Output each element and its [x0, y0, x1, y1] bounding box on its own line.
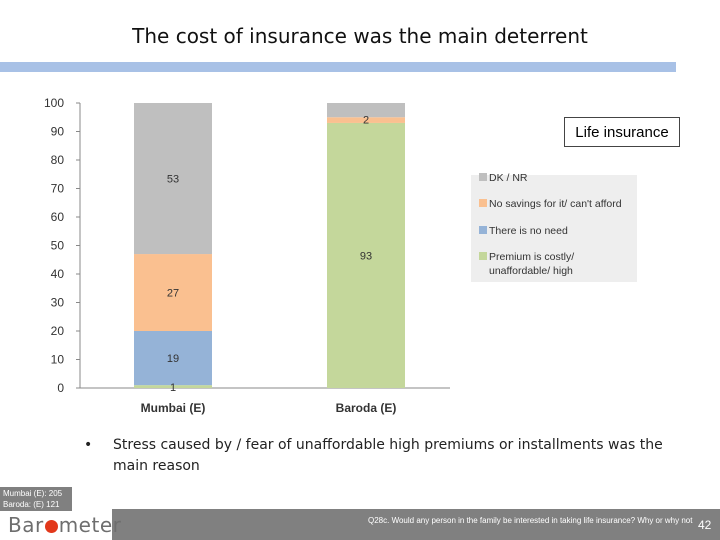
- y-tick-label: 10: [51, 353, 65, 367]
- survey-question: Q28c. Would any person in the family be …: [368, 516, 693, 525]
- chart-bars: [134, 103, 405, 388]
- bullet-text: Stress caused by / fear of unaffordable …: [113, 437, 663, 474]
- bar-data-label: 2: [363, 114, 369, 126]
- bar-data-label: 53: [167, 174, 179, 186]
- y-tick-label: 70: [51, 182, 65, 196]
- chart-data-labels: 1 19 27 53 93 2: [167, 114, 372, 394]
- y-tick-label: 40: [51, 267, 65, 281]
- sample-base-line: Mumbai (E): 205: [3, 489, 63, 498]
- legend-swatch: [479, 173, 487, 181]
- chart-axes: 0 10 20 30 40 50 60 70 80 90 100 Mumbai (E) Baroda (…: [44, 96, 450, 415]
- logo-dot-icon: [44, 520, 58, 533]
- bar-data-label: 93: [360, 250, 372, 262]
- legend-label: unaffordable/ high: [489, 265, 573, 277]
- bar-data-label: 1: [170, 382, 176, 394]
- y-tick-label: 60: [51, 210, 65, 224]
- legend-label: No savings for it/ can't afford: [489, 198, 622, 210]
- legend-swatch: [479, 252, 487, 260]
- chart-legend: DK / NR No savings for it/ can't afford Th…: [471, 172, 637, 282]
- legend-swatch: [479, 199, 487, 207]
- legend-label: There is no need: [489, 225, 568, 237]
- life-insurance-callout: Life insurance: [564, 117, 680, 147]
- y-tick-label: 50: [51, 239, 65, 253]
- barometer-logo: Bar meter: [8, 513, 121, 537]
- legend-label: DK / NR: [489, 172, 528, 184]
- legend-label: Premium is costly/: [489, 251, 574, 263]
- x-category-label: Mumbai (E): [141, 401, 206, 415]
- y-tick-label: 100: [44, 96, 64, 110]
- legend-swatch: [479, 226, 487, 234]
- bar-data-label: 19: [167, 353, 179, 365]
- logo-text-end: meter: [58, 513, 122, 537]
- title-underline-bar: [0, 62, 676, 72]
- stacked-bar-chart: 0 10 20 30 40 50 60 70 80 90 100 Mumbai (E) Baroda (…: [44, 96, 637, 415]
- bar-segment: [327, 117, 405, 123]
- bar-segment: [134, 331, 212, 386]
- bar-data-label: 27: [167, 288, 179, 300]
- page-number: 42: [698, 518, 712, 532]
- bullet-symbol: •: [84, 437, 93, 453]
- sample-base-line: Baroda: (E) 121: [3, 500, 60, 509]
- bar-segment: [327, 122, 405, 388]
- logo-text-start: Bar: [8, 513, 44, 537]
- y-tick-label: 0: [57, 381, 64, 395]
- bar-segment: [327, 103, 405, 118]
- y-tick-label: 80: [51, 153, 65, 167]
- x-category-label: Baroda (E): [336, 401, 397, 415]
- y-tick-label: 30: [51, 296, 65, 310]
- bar-segment: [134, 103, 212, 255]
- footer-bar: [0, 509, 720, 540]
- y-tick-label: 90: [51, 125, 65, 139]
- sample-base-box: Mumbai (E): 205 Baroda: (E) 121: [0, 487, 72, 511]
- legend-background: [471, 175, 637, 282]
- bar-segment: [134, 385, 212, 388]
- y-tick-label: 20: [51, 324, 65, 338]
- bar-segment: [134, 254, 212, 331]
- slide-title: The cost of insurance was the main deter…: [132, 24, 588, 48]
